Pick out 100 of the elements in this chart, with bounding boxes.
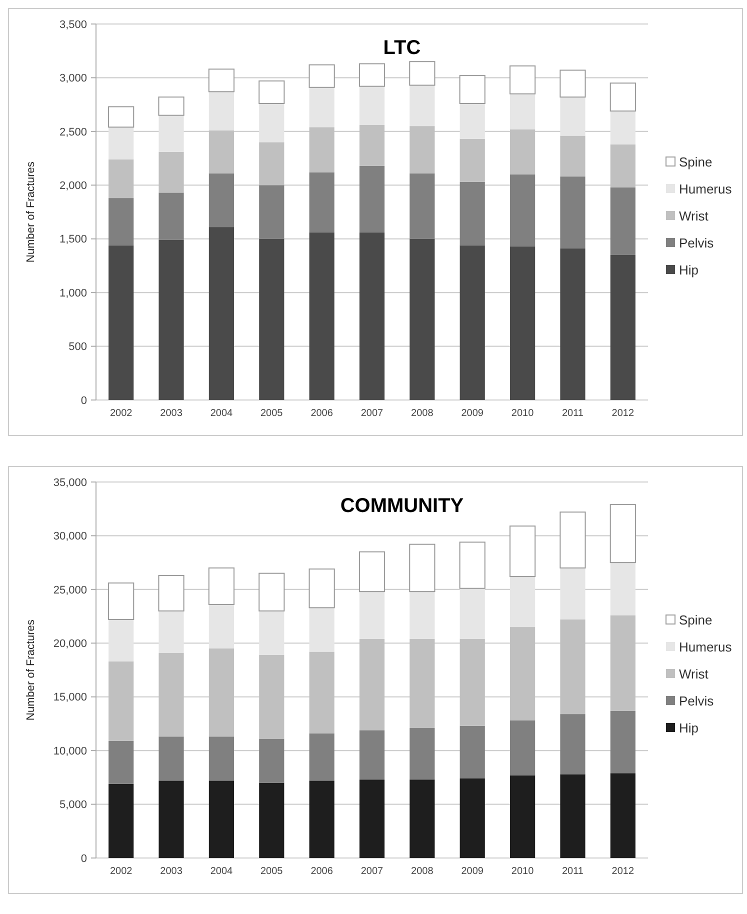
legend-label: Spine xyxy=(679,154,712,170)
x-tick-label: 2011 xyxy=(562,866,584,877)
bar xyxy=(460,138,485,182)
legend-label: Humerus xyxy=(679,182,732,197)
x-tick-label: 2002 xyxy=(110,408,133,419)
bar xyxy=(208,68,234,92)
y-tick-label: 10,000 xyxy=(53,745,87,758)
x-tick-label: 2005 xyxy=(260,408,284,419)
bar xyxy=(359,86,385,125)
bar xyxy=(510,65,536,94)
bar xyxy=(259,610,284,655)
bar xyxy=(460,778,485,858)
bar xyxy=(308,568,335,608)
y-tick-label: 2,000 xyxy=(59,180,87,192)
x-tick-label: 2008 xyxy=(411,866,434,877)
y-tick-label: 1,000 xyxy=(59,287,87,300)
bar xyxy=(610,504,636,564)
bar xyxy=(610,187,636,255)
legend-label: Pelvis xyxy=(679,694,714,709)
x-tick-label: 2011 xyxy=(562,408,584,419)
bar xyxy=(259,238,284,400)
x-tick-label: 2012 xyxy=(612,866,634,877)
bar xyxy=(560,714,586,774)
bar xyxy=(560,568,586,620)
y-tick-label: 3,500 xyxy=(59,18,87,31)
bar xyxy=(158,192,184,240)
y-tick-label: 5,000 xyxy=(59,799,87,812)
bar xyxy=(208,736,234,781)
bar xyxy=(610,710,636,774)
bar xyxy=(510,94,536,130)
bar xyxy=(208,173,234,228)
x-tick-label: 2010 xyxy=(511,408,534,419)
bar xyxy=(610,111,636,144)
bar xyxy=(309,172,334,232)
bar xyxy=(410,592,435,639)
x-tick-label: 2004 xyxy=(210,866,234,877)
bar xyxy=(460,588,485,639)
y-tick-label: 30,000 xyxy=(53,530,87,543)
bar xyxy=(108,740,134,784)
bar xyxy=(510,174,536,246)
bar xyxy=(409,544,436,592)
bar xyxy=(309,608,334,652)
bar xyxy=(460,182,485,246)
bar xyxy=(410,728,435,780)
bar xyxy=(510,775,536,858)
x-tick-label: 2009 xyxy=(461,866,484,877)
bar xyxy=(359,592,385,639)
x-tick-label: 2006 xyxy=(310,408,334,419)
legend-label: Humerus xyxy=(679,640,732,655)
x-tick-label: 2004 xyxy=(210,408,234,419)
bar xyxy=(459,75,486,104)
bar xyxy=(208,92,234,130)
bar xyxy=(108,582,134,620)
y-tick-label: 2,500 xyxy=(59,126,87,138)
bar xyxy=(108,198,134,246)
y-tick-label: 35,000 xyxy=(53,476,87,489)
bar xyxy=(309,780,334,858)
bar xyxy=(358,551,386,592)
x-tick-label: 2002 xyxy=(110,866,133,877)
bar xyxy=(358,63,386,87)
bar xyxy=(460,103,485,139)
x-tick-label: 2010 xyxy=(511,866,534,877)
legend-label: Spine xyxy=(679,612,712,628)
bar xyxy=(560,512,586,568)
bar xyxy=(158,780,184,858)
bar xyxy=(510,576,536,628)
legend-label: Pelvis xyxy=(679,236,714,251)
bar xyxy=(560,97,586,136)
bar xyxy=(158,115,184,152)
bar xyxy=(460,726,485,779)
bar xyxy=(108,245,134,400)
legend-label: Hip xyxy=(679,262,699,278)
bar xyxy=(410,173,435,239)
bar xyxy=(309,87,334,128)
y-tick-label: 20,000 xyxy=(53,638,87,650)
bar xyxy=(308,64,335,88)
bar xyxy=(158,736,184,781)
y-tick-label: 500 xyxy=(68,341,87,354)
bar xyxy=(108,106,134,128)
legend-label: Wrist xyxy=(679,208,709,224)
bar xyxy=(158,96,184,116)
bar xyxy=(610,82,636,112)
bar xyxy=(359,166,385,232)
bar xyxy=(158,574,184,612)
legend-label: Hip xyxy=(679,720,699,736)
x-tick-label: 2009 xyxy=(461,408,484,419)
bar xyxy=(359,780,385,858)
text: LTC xyxy=(383,37,421,59)
x-tick-label: 2007 xyxy=(360,866,384,877)
bar xyxy=(208,567,234,605)
bar xyxy=(259,103,284,142)
bar xyxy=(460,245,485,400)
bar xyxy=(409,61,436,86)
bar xyxy=(108,127,134,160)
bar xyxy=(158,610,184,653)
bar xyxy=(560,248,586,400)
bar xyxy=(108,620,134,662)
bar xyxy=(610,773,636,858)
bar xyxy=(510,720,536,776)
bar xyxy=(108,784,134,858)
